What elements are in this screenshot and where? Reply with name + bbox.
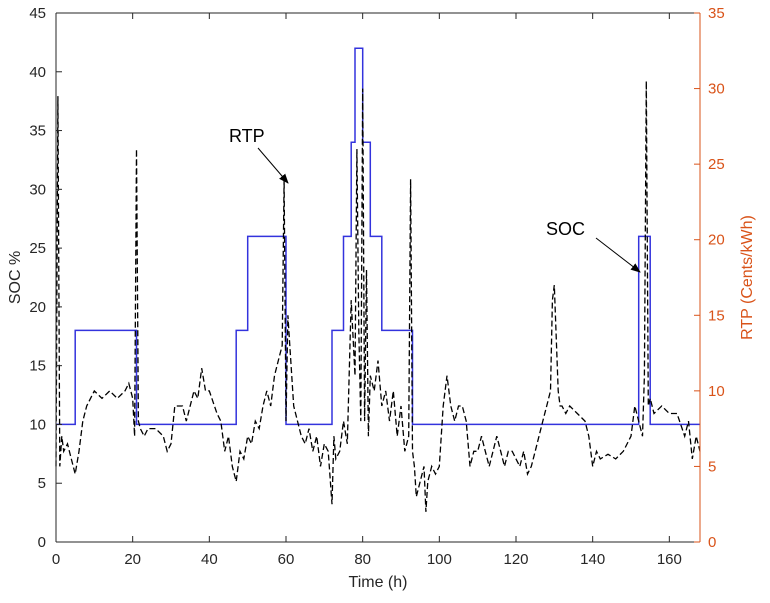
right-y-tick-labels: 0 5 10 15 20 25 30 35 <box>694 5 725 551</box>
x-tick-label: 20 <box>124 551 141 568</box>
left-y-tick-label: 15 <box>29 358 46 375</box>
left-y-axis-label: SOC % <box>7 251 24 304</box>
x-tick-label: 80 <box>354 551 371 568</box>
left-y-tick-label: 45 <box>29 5 46 22</box>
left-y-tick-label: 10 <box>29 416 46 433</box>
axes-frame <box>55 12 701 543</box>
annotation-label: SOC <box>546 219 585 239</box>
right-y-tick-label: 15 <box>708 307 725 324</box>
right-y-axis-label: RTP (Cents/kWh) <box>739 215 756 340</box>
x-tick-label: 40 <box>201 551 218 568</box>
left-y-tick-labels: 0 5 10 15 20 25 30 35 40 45 <box>29 5 62 551</box>
x-tick-label: 140 <box>580 551 605 568</box>
x-tick-labels: 0 20 40 60 80 100 120 140 160 <box>52 13 682 568</box>
right-y-tick-label: 25 <box>708 156 725 173</box>
right-y-tick-label: 10 <box>708 383 725 400</box>
x-tick-label: 100 <box>427 551 452 568</box>
x-tick-label: 0 <box>52 551 60 568</box>
left-y-tick-label: 25 <box>29 240 46 257</box>
x-tick-label: 120 <box>503 551 528 568</box>
annotations: RTP SOC <box>229 126 641 273</box>
x-tick-label: 160 <box>657 551 682 568</box>
annotation-arrow <box>257 147 289 184</box>
left-y-tick-label: 35 <box>29 123 46 140</box>
annotation-label: RTP <box>229 126 265 146</box>
right-y-tick-label: 5 <box>708 458 716 475</box>
right-y-tick-label: 0 <box>708 534 716 551</box>
right-y-tick-label: 30 <box>708 81 725 98</box>
left-y-tick-label: 30 <box>29 181 46 198</box>
x-axis-label: Time (h) <box>349 574 408 591</box>
right-y-tick-label: 20 <box>708 232 725 249</box>
x-tick-label: 60 <box>278 551 295 568</box>
annotation-arrow <box>595 237 641 273</box>
rtp-series-line <box>55 80 701 512</box>
left-y-tick-label: 0 <box>38 534 46 551</box>
plot-lines <box>55 47 701 512</box>
right-y-tick-label: 35 <box>708 5 725 22</box>
left-y-tick-label: 5 <box>38 475 46 492</box>
left-y-tick-label: 20 <box>29 299 46 316</box>
left-y-tick-label: 40 <box>29 64 46 81</box>
